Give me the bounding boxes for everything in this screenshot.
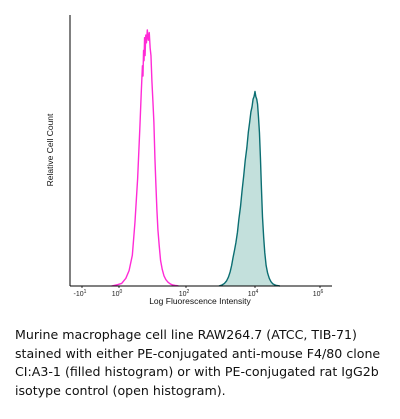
filled-histogram [218,90,280,287]
histogram-figure: -101 100 102 104 106 Log Fluorescence Intens… [45,15,332,306]
open-histogram [111,29,179,287]
plot-layer [111,29,280,287]
x-tick-label: -101 [74,289,87,298]
x-tick-label: 106 [313,289,324,298]
filled-histogram-area [218,91,280,286]
x-tick-label: 104 [248,289,259,298]
figure-caption: Murine macrophage cell line RAW264.7 (AT… [15,327,381,398]
x-axis-title: Log Fluorescence Intensity [149,296,251,306]
open-histogram-outline [111,29,179,287]
filled-histogram-outline [218,90,280,287]
y-axis-title: Relative Cell Count [45,113,55,186]
x-tick-label: 100 [112,289,123,298]
x-tick-label: 102 [179,289,190,298]
x-tick-layer: -101 100 102 104 106 [74,286,324,298]
